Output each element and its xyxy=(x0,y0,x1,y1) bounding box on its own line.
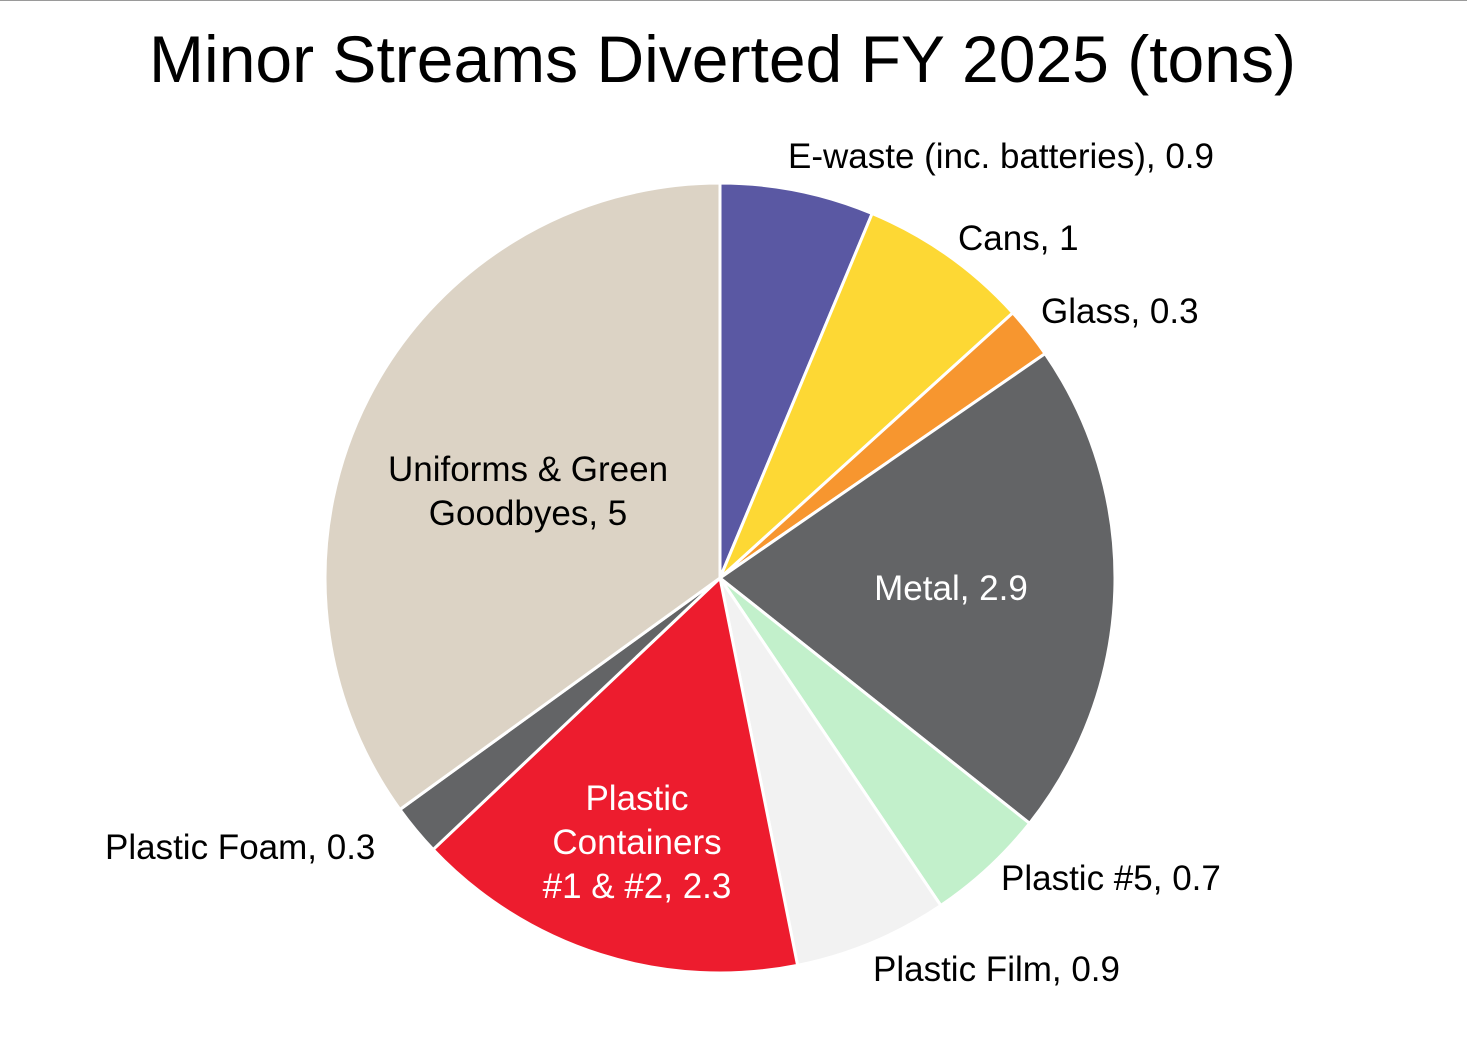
chart-title: Minor Streams Diverted FY 2025 (tons) xyxy=(149,22,1296,96)
data-label-metal: Metal, 2.9 xyxy=(874,569,1028,608)
pie-slice-e-waste-inc-batteries xyxy=(718,181,875,579)
pie-slice-metal xyxy=(717,351,1117,826)
pie-slice-uniforms-green-goodbyes xyxy=(323,181,722,812)
pie-slice-plastic-containers-1-2 xyxy=(431,575,800,975)
data-label-uniforms-green-goodbyes: Uniforms & Green Goodbyes, 5 xyxy=(388,450,668,533)
pie-slice-plastic-film xyxy=(718,577,943,968)
data-label-glass: Glass, 0.3 xyxy=(1041,292,1199,331)
data-label-plastic-containers-1-2: Plastic Containers #1 & #2, 2.3 xyxy=(543,779,732,906)
data-label-e-waste-inc-batteries: E-waste (inc. batteries), 0.9 xyxy=(788,137,1214,176)
data-label-line: #1 & #2, 2.3 xyxy=(543,867,732,906)
data-label-plastic-5: Plastic #5, 0.7 xyxy=(1001,859,1221,898)
data-label-line: Plastic xyxy=(585,779,688,818)
data-label-line: Goodbyes, 5 xyxy=(429,494,627,533)
data-label-plastic-foam: Plastic Foam, 0.3 xyxy=(105,828,375,867)
pie-slices xyxy=(323,181,1117,975)
data-label-plastic-film: Plastic Film, 0.9 xyxy=(873,950,1120,989)
data-label-line: Containers xyxy=(552,823,721,862)
data-label-cans: Cans, 1 xyxy=(958,219,1079,258)
pie-labels: E-waste (inc. batteries), 0.9 Cans, 1 Glas… xyxy=(105,137,1221,989)
pie-slice-cans xyxy=(718,211,1015,580)
data-label-line: Uniforms & Green xyxy=(388,450,668,489)
